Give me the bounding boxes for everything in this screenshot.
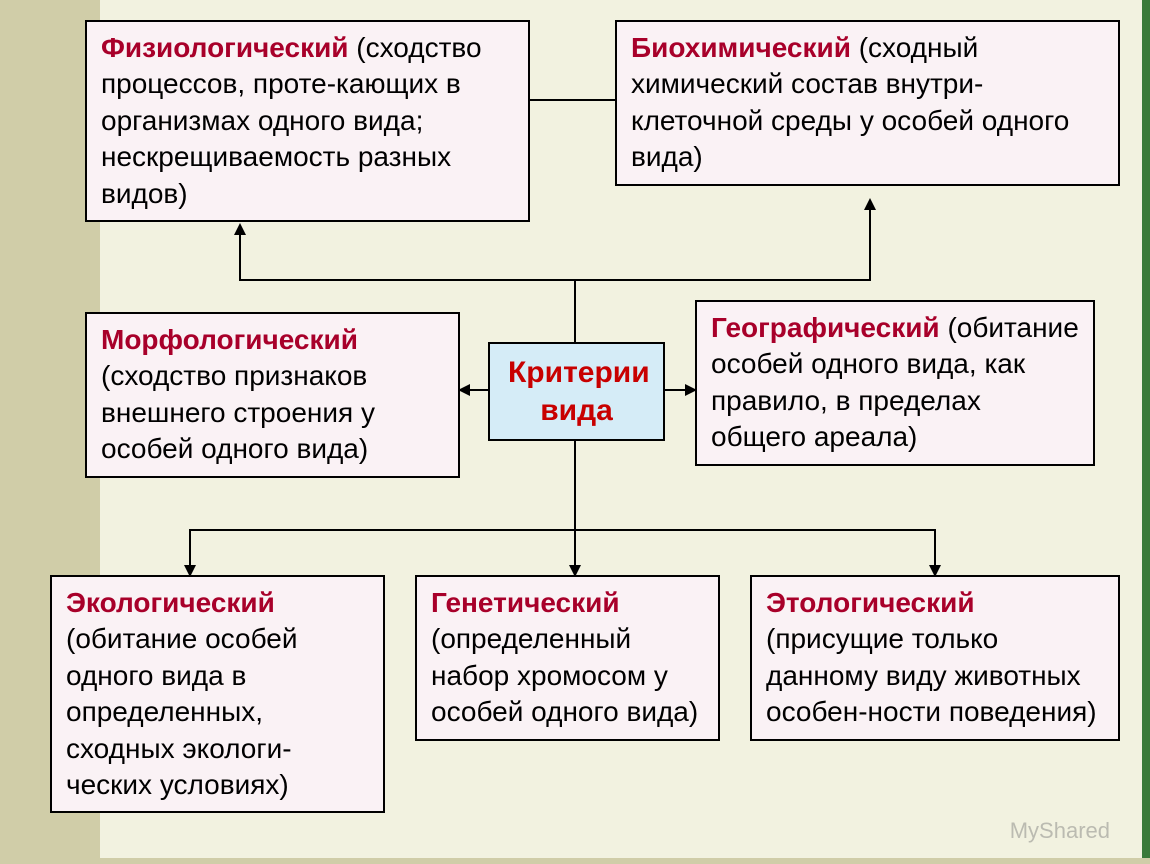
right-band xyxy=(1142,0,1150,864)
box-morphological: Морфологический (сходство признаков внеш… xyxy=(85,312,460,478)
center-line2: вида xyxy=(540,394,613,427)
box-biochemical: Биохимический (сходный химический состав… xyxy=(615,20,1120,186)
box-physiological: Физиологический (сходство процессов, про… xyxy=(85,20,530,222)
body-morphological: (сходство признаков внешнего строения у … xyxy=(101,360,375,464)
title-morphological: Морфологический xyxy=(101,324,358,355)
center-node: Критерии вида xyxy=(488,342,665,441)
bottom-bar xyxy=(0,858,1150,864)
title-geographical: Географический xyxy=(711,312,940,343)
watermark: MyShared xyxy=(1010,818,1110,844)
title-biochemical: Биохимический xyxy=(631,32,851,63)
title-physiological: Физиологический xyxy=(101,32,349,63)
title-genetic: Генетический xyxy=(431,587,620,618)
box-ecological: Экологический (обитание особей одного ви… xyxy=(50,575,385,813)
body-genetic: (определенный набор хромосом у особей од… xyxy=(431,623,698,727)
box-ethological: Этологический (присущие только данному в… xyxy=(750,575,1120,741)
title-ethological: Этологический xyxy=(766,587,975,618)
box-geographical: Географический (обитание особей одного в… xyxy=(695,300,1095,466)
center-line1: Критерии xyxy=(508,356,650,389)
title-ecological: Экологический xyxy=(66,587,275,618)
body-ethological: (присущие только данному виду животных о… xyxy=(766,623,1097,727)
body-ecological: (обитание особей одного вида в определен… xyxy=(66,623,298,800)
box-genetic: Генетический (определенный набор хромосо… xyxy=(415,575,720,741)
